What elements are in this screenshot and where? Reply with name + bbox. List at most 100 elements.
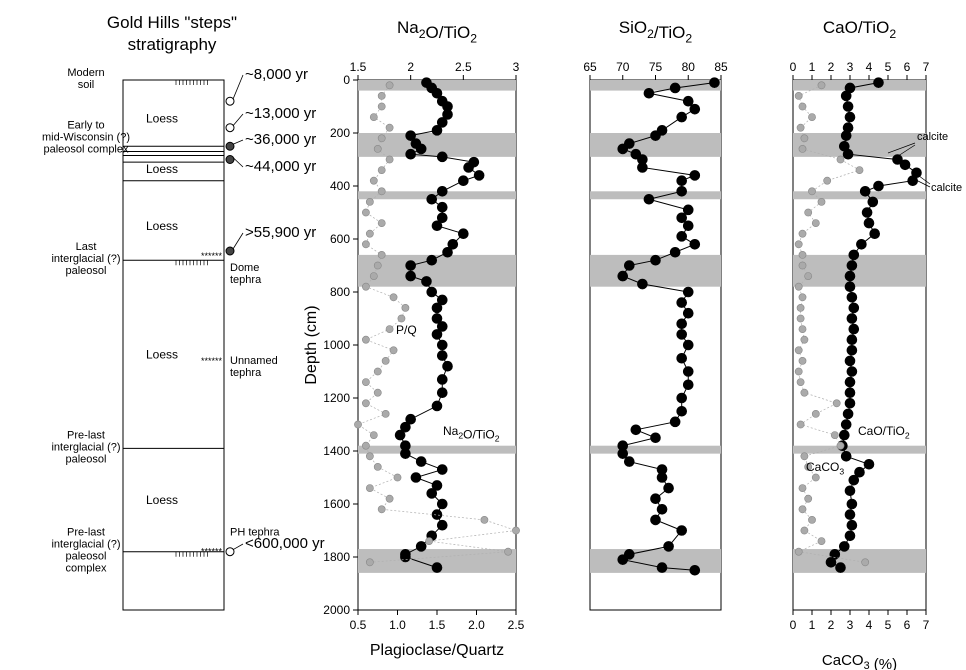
- age-sample-point: [225, 155, 235, 164]
- ratio-point: [682, 366, 694, 377]
- shaded-interval: [590, 445, 721, 454]
- age-sample-point: [225, 96, 235, 106]
- pq-point: [800, 335, 809, 344]
- pq-point: [361, 240, 370, 249]
- bottom-x-tick-label: 6: [904, 618, 911, 632]
- y-tick-label: 1000: [323, 338, 350, 352]
- pq-point: [385, 155, 394, 164]
- ratio-point: [410, 472, 422, 483]
- ratio-point: [650, 432, 661, 444]
- ratio-point: [617, 448, 629, 459]
- ratio-point: [848, 302, 860, 314]
- pq-point: [504, 547, 512, 556]
- pq-point: [830, 431, 839, 439]
- ratio-point: [844, 387, 856, 399]
- loess-label: Loess: [146, 219, 178, 233]
- ratio-point: [846, 291, 858, 303]
- pq-point: [800, 134, 809, 143]
- ratio-point: [400, 551, 411, 563]
- ratio-point: [650, 493, 661, 505]
- ratio-point: [650, 130, 661, 141]
- ratio-point: [844, 355, 856, 367]
- pq-point: [425, 537, 433, 545]
- pq-point: [796, 303, 805, 312]
- pq-point: [377, 102, 386, 111]
- pq-point: [861, 558, 870, 567]
- pq-point: [377, 187, 386, 196]
- age-sample-point: [225, 123, 235, 133]
- pq-point: [817, 537, 826, 545]
- pq-point: [798, 325, 807, 333]
- pq-point: [361, 282, 370, 291]
- pq-point: [377, 250, 386, 259]
- pq-point: [385, 325, 394, 333]
- pq-point: [369, 113, 378, 121]
- ratio-point: [676, 392, 688, 404]
- ratio-point: [846, 498, 858, 510]
- y-tick-label: 1400: [323, 444, 350, 458]
- ratio-point: [682, 286, 694, 298]
- ratio-point: [643, 87, 655, 99]
- ratio-point: [848, 474, 860, 486]
- ratio-point: [656, 472, 668, 483]
- pq-point: [798, 144, 807, 153]
- ratio-point: [400, 448, 411, 459]
- y-tick-label: 1200: [323, 391, 350, 405]
- series-line: [830, 82, 918, 569]
- y-tick-label: 0: [343, 73, 350, 87]
- pq-point: [373, 462, 382, 471]
- age-label: >55,900 yr: [245, 224, 316, 241]
- x-tick-label: 5: [885, 60, 892, 74]
- shaded-interval: [590, 191, 721, 200]
- pq-point: [512, 526, 520, 535]
- ratio-point: [873, 77, 884, 88]
- ratio-point: [415, 143, 427, 155]
- x-tick-label: 2.5: [455, 60, 472, 74]
- age-sample-point: [225, 246, 235, 256]
- x-tick-label: 80: [682, 60, 696, 74]
- ratio-point: [436, 464, 448, 475]
- pq-point: [365, 452, 374, 461]
- ratio-point: [405, 148, 416, 160]
- ratio-point: [436, 350, 448, 361]
- pq-point: [811, 219, 820, 227]
- annotation-label: calcite: [931, 182, 962, 194]
- tephra-label: PH tephra: [230, 527, 280, 539]
- pq-point: [804, 494, 813, 503]
- paleosol-label: paleosol: [66, 265, 107, 277]
- tephra-label: Unnamed: [230, 355, 278, 367]
- x-tick-label: 0: [790, 60, 797, 74]
- panel-sio2-tio2: SiO2/TiO2 65 70 75 80 85: [583, 18, 728, 611]
- pq-point: [798, 261, 807, 270]
- ratio-point: [436, 117, 448, 128]
- y-axis-label: Depth (cm): [303, 305, 320, 384]
- ratio-point: [431, 87, 443, 99]
- pq-point: [480, 516, 489, 524]
- pq-point: [798, 293, 807, 302]
- pq-point: [373, 367, 382, 376]
- ratio-point: [844, 111, 856, 123]
- shaded-interval: [793, 445, 926, 454]
- ratio-point: [669, 246, 681, 258]
- ratio-point: [844, 270, 856, 282]
- ratio-point: [892, 154, 903, 165]
- y-tick-label: 200: [330, 126, 350, 140]
- ratio-point: [859, 186, 871, 197]
- pq-point: [401, 303, 410, 312]
- panel-title: Na2O/TiO2: [397, 18, 477, 46]
- paleosol-label: mid-Wisconsin (?): [42, 131, 130, 143]
- ratio-point: [637, 162, 648, 173]
- pq-point: [377, 92, 386, 100]
- annotation-leader: [887, 142, 916, 154]
- shaded-interval: [358, 445, 516, 454]
- ratio-point: [650, 254, 661, 266]
- pq-point: [804, 208, 813, 217]
- x-tick-label: 1.5: [350, 60, 367, 74]
- ratio-point: [861, 207, 873, 218]
- ratio-point: [676, 297, 688, 308]
- pq-point: [361, 441, 370, 450]
- paleosol-label: Last: [76, 241, 97, 253]
- pq-point: [377, 219, 386, 227]
- ratio-point: [426, 488, 438, 499]
